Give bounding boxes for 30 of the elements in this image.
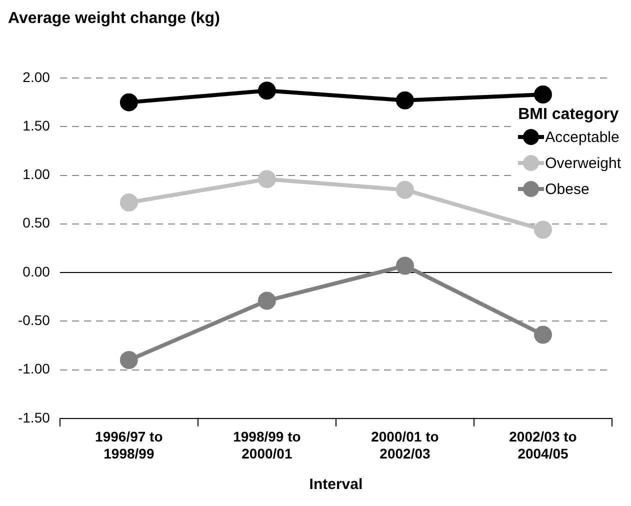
point [258, 292, 276, 310]
point [120, 93, 138, 112]
x-axis-title: Interval [309, 476, 363, 494]
y-tick-label: 1.00 [22, 166, 50, 182]
legend-label: Acceptable [545, 128, 620, 146]
legend-label: Obese [545, 180, 590, 198]
point [120, 193, 138, 212]
point [120, 351, 138, 370]
x-tick-label: 1998/99 to 2000/01 [233, 428, 301, 462]
y-tick-label: -1.50 [18, 409, 50, 426]
point [258, 82, 276, 100]
point [534, 220, 552, 239]
point [396, 180, 414, 199]
point [534, 86, 552, 104]
y-tick-label: -1.00 [18, 360, 50, 377]
y-tick-label: 0.00 [22, 263, 50, 280]
y-axis-title: Average weight change (kg) [8, 10, 220, 28]
x-tick-label: 1996/97 to 1998/99 [95, 428, 163, 462]
y-tick-label: 1.50 [22, 117, 50, 134]
point [396, 91, 414, 110]
point [396, 256, 414, 275]
point [534, 326, 552, 344]
legend-title: BMI category [518, 106, 620, 124]
x-tick-label: 2002/03 to 2004/05 [509, 428, 577, 462]
x-tick-label: 2000/01 to 2002/03 [371, 428, 439, 462]
legend-label: Overweight [545, 154, 621, 172]
y-tick-label: -0.50 [18, 312, 50, 328]
y-tick-label: 0.50 [22, 214, 50, 231]
y-tick-label: 2.00 [22, 68, 50, 85]
point [258, 170, 276, 188]
